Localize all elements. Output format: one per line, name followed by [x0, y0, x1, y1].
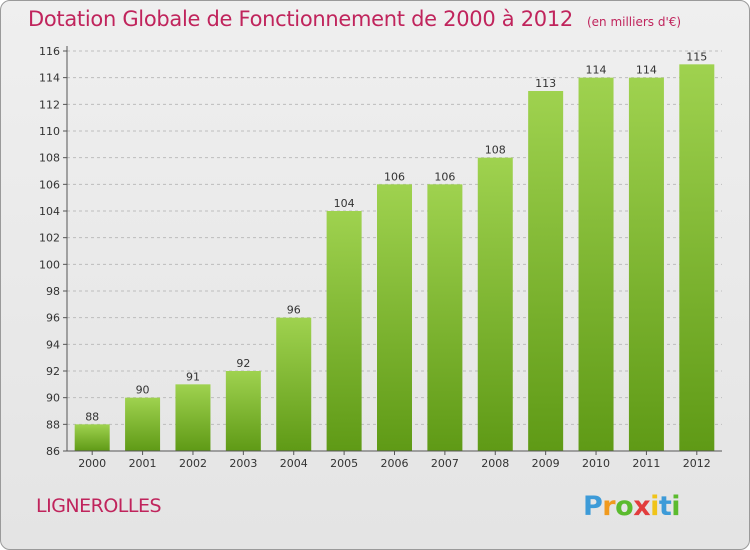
data-label: 106 [434, 170, 455, 183]
x-tick-label: 2008 [481, 457, 509, 470]
y-tick-label: 88 [46, 418, 60, 431]
logo-letter-o: o [615, 491, 634, 522]
y-tick-label: 116 [39, 45, 60, 58]
bar [74, 424, 110, 451]
x-tick-label: 2005 [330, 457, 358, 470]
bar [477, 157, 513, 451]
x-tick-label: 2003 [229, 457, 257, 470]
data-label: 114 [636, 64, 657, 77]
y-tick-label: 106 [39, 178, 60, 191]
bar [225, 371, 261, 451]
x-tick-label: 2006 [381, 457, 409, 470]
y-tick-label: 94 [46, 338, 60, 351]
bar [679, 64, 715, 452]
x-tick-label: 2002 [179, 457, 207, 470]
y-tick-label: 112 [39, 98, 60, 111]
logo-letter-p: P [583, 491, 603, 522]
bar [377, 184, 412, 452]
data-label: 88 [85, 410, 99, 423]
y-tick-label: 102 [39, 232, 60, 245]
y-tick-label: 104 [39, 205, 60, 218]
data-label: 96 [287, 304, 301, 317]
x-tick-label: 2000 [78, 457, 106, 470]
chart-title: Dotation Globale de Fonctionnement de 20… [28, 7, 681, 31]
logo-letter-i: i [650, 491, 659, 522]
chart-subtitle: (en milliers d'€) [586, 15, 682, 29]
commune-name: LIGNEROLLES [36, 495, 162, 517]
bar [276, 317, 312, 451]
data-label: 115 [686, 50, 707, 63]
data-label: 91 [186, 370, 200, 383]
x-tick-label: 2007 [431, 457, 459, 470]
y-tick-label: 86 [46, 445, 60, 458]
data-label: 92 [236, 357, 250, 370]
bar [175, 384, 211, 451]
x-tick-label: 2009 [532, 457, 560, 470]
logo-letter-r: r [602, 491, 616, 522]
bar [628, 77, 664, 452]
bar [578, 77, 614, 452]
x-tick-label: 2001 [129, 457, 157, 470]
y-tick-label: 98 [46, 285, 60, 298]
data-label: 114 [586, 64, 607, 77]
logo-letter-i-2: i [671, 491, 681, 522]
y-tick-label: 90 [46, 392, 60, 405]
y-tick-label: 110 [39, 125, 60, 138]
bar [326, 211, 362, 451]
data-label: 106 [384, 170, 405, 183]
data-label: 90 [136, 384, 150, 397]
logo-letter-x: x [633, 491, 651, 522]
data-label: 108 [485, 144, 506, 157]
x-tick-label: 2012 [683, 457, 711, 470]
x-tick-label: 2010 [582, 457, 610, 470]
bar [427, 184, 463, 452]
proxiti-logo: Proxiti [583, 491, 681, 522]
y-tick-label: 96 [46, 312, 60, 325]
y-tick-label: 108 [39, 152, 60, 165]
title-text: Dotation Globale de Fonctionnement de 20… [28, 7, 573, 31]
data-label: 113 [535, 77, 556, 90]
y-tick-label: 92 [46, 365, 60, 378]
y-tick-label: 114 [39, 72, 60, 85]
data-label: 104 [334, 197, 355, 210]
bar [125, 397, 161, 451]
logo-letter-t: t [658, 491, 672, 522]
y-tick-label: 100 [39, 258, 60, 271]
x-tick-label: 2004 [280, 457, 308, 470]
bar [528, 91, 564, 451]
x-tick-label: 2011 [632, 457, 660, 470]
